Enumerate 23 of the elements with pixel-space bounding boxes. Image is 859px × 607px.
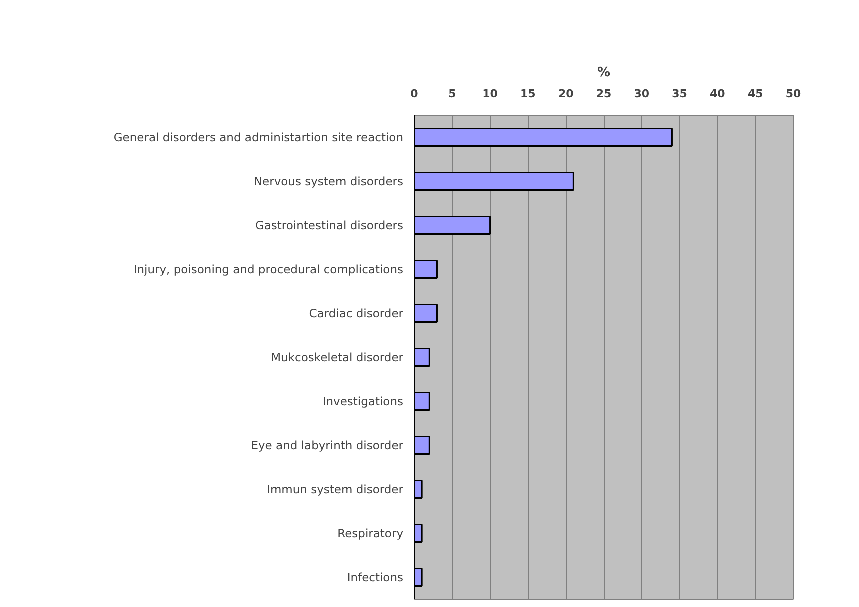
y-tick-label: General disorders and administartion site reaction [114,130,404,144]
y-tick-label: Injury, poisoning and procedural complications [134,262,404,276]
y-tick-label: Eye and labyrinth disorder [251,438,404,452]
x-tick-label: 50 [786,88,802,100]
y-tick-label: Respiratory [338,526,404,540]
x-axis-title: % [597,66,611,80]
x-tick-label: 45 [748,88,764,100]
y-tick-label: Nervous system disorders [254,174,404,188]
x-tick-label: 35 [672,88,688,100]
y-tick-label: Immun system disorder [267,482,404,496]
y-tick-label: Gastrointestinal disorders [255,218,404,232]
y-tick-label: Mukcoskeletal disorder [271,350,404,364]
x-tick-label: 20 [558,88,574,100]
y-tick-label: Cardiac disorder [309,306,404,320]
x-tick-label: 25 [596,88,612,100]
x-tick-label: 10 [482,88,498,100]
x-tick-label: 15 [520,88,536,100]
x-tick-label: 40 [710,88,726,100]
x-tick-label: 5 [448,88,456,100]
y-tick-label: Infections [347,570,404,584]
y-tick-label: Investigations [322,394,404,408]
x-tick-label: 0 [410,88,419,100]
x-tick-label: 30 [634,88,650,100]
